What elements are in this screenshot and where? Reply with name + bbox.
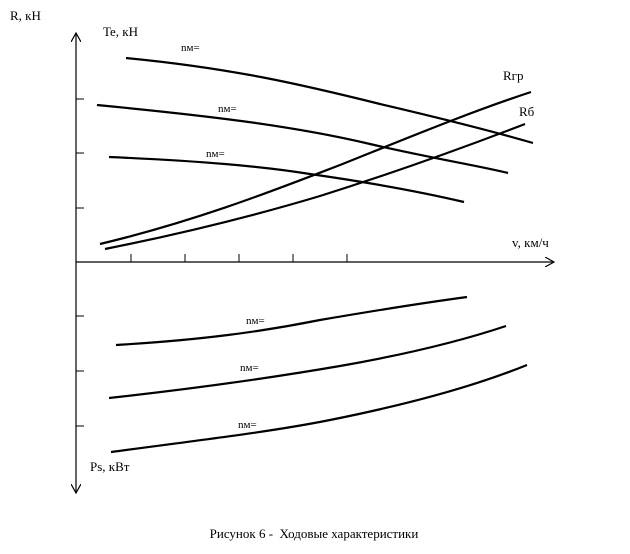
y-axis-ticks-lower	[76, 315, 84, 427]
ps-curve-2-label: nм=	[240, 362, 259, 374]
y-bottom-axis-label: Ps, кВт	[90, 459, 130, 474]
te-curve-2-label: nм=	[218, 103, 237, 115]
ps-curve-2	[108, 324, 507, 400]
te-curve-2	[96, 103, 509, 175]
y-top-axis-label-2: Te, кН	[103, 24, 138, 39]
r-gr-curve	[99, 90, 532, 246]
ps-curve-1-label: nм=	[246, 315, 265, 327]
te-curve-3	[108, 155, 465, 204]
y-axis-ticks-upper	[76, 98, 84, 209]
r-gr-label: Rгр	[503, 68, 524, 83]
r-b-label: Rб	[519, 104, 535, 119]
te-curve-1-label: nм=	[181, 42, 200, 54]
te-curve-3-label: nм=	[206, 148, 225, 160]
y-top-axis-label: R, кН	[10, 8, 41, 23]
ps-curve-3-label: nм=	[238, 419, 257, 431]
r-b-curve	[104, 122, 526, 251]
ps-curve-3	[110, 363, 528, 454]
x-axis-label: v, км/ч	[512, 235, 549, 250]
te-curve-1	[125, 56, 534, 145]
ps-curve-1	[115, 295, 468, 347]
x-axis-ticks	[130, 254, 348, 262]
figure-caption: Рисунок 6 - Ходовые характеристики	[210, 526, 419, 541]
